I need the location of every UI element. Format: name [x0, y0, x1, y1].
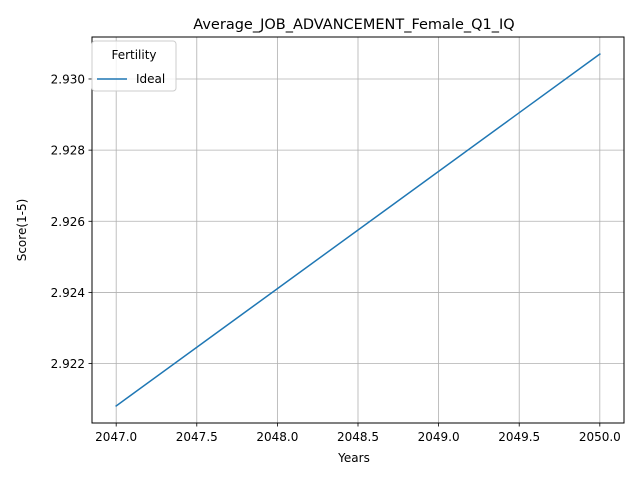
series-line-ideal [115, 53, 601, 407]
x-tick-label: 2047.5 [176, 430, 218, 444]
x-axis-ticks: 2047.0 2047.5 2048.0 2048.5 2049.0 2049.5 2050… [95, 423, 621, 444]
series-layer [115, 53, 601, 407]
x-axis-label: Years [337, 451, 370, 465]
x-tick-label: 2049.0 [418, 430, 460, 444]
y-axis-label: Score(1-5) [15, 199, 29, 262]
x-tick-label: 2050.0 [579, 430, 621, 444]
legend-label: Ideal [136, 72, 165, 86]
x-tick-label: 2048.0 [256, 430, 298, 444]
x-tick-label: 2048.5 [337, 430, 379, 444]
legend-title: Fertility [111, 48, 156, 62]
y-tick-label: 2.930 [51, 72, 85, 86]
y-tick-label: 2.928 [51, 144, 85, 158]
y-tick-label: 2.924 [51, 286, 85, 300]
x-tick-label: 2047.0 [95, 430, 137, 444]
y-tick-label: 2.926 [51, 215, 85, 229]
y-axis-ticks: 2.922 2.924 2.926 2.928 2.930 [51, 72, 92, 371]
legend: Fertility Ideal [91, 40, 177, 92]
chart-title: Average_JOB_ADVANCEMENT_Female_Q1_IQ [193, 17, 514, 33]
x-tick-label: 2049.5 [498, 430, 540, 444]
grid-lines [92, 37, 624, 423]
y-tick-label: 2.922 [51, 357, 85, 371]
